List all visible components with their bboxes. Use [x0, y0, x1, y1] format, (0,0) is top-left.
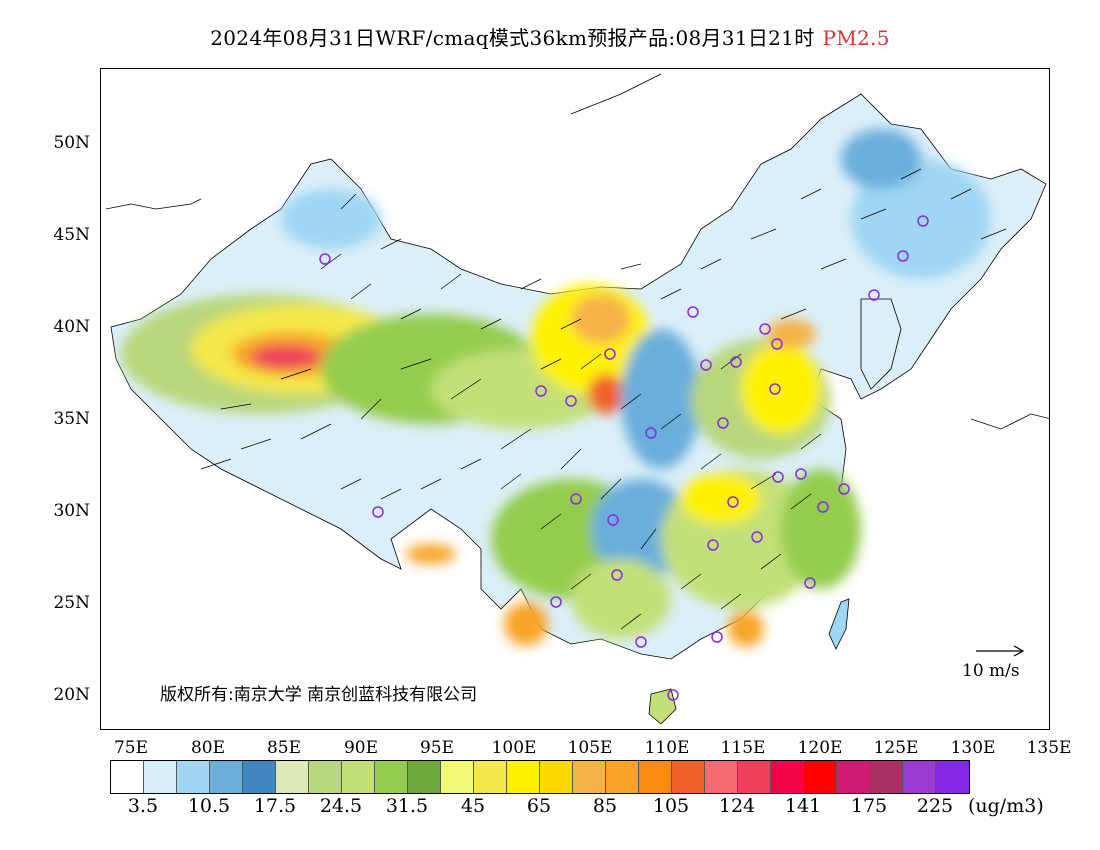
colorbar-swatch	[507, 761, 540, 793]
colorbar-swatch	[210, 761, 243, 793]
station-markers	[319, 215, 929, 701]
lon-label: 120E	[797, 738, 843, 758]
colorbar-label: 175	[850, 795, 888, 817]
colorbar-label: 124	[718, 795, 756, 817]
lon-label: 95E	[419, 738, 455, 758]
colorbar-swatch	[705, 761, 738, 793]
lon-label: 135E	[1026, 738, 1072, 758]
colorbar-swatch	[342, 761, 375, 793]
colorbar-label: 105	[652, 795, 690, 817]
colorbar-swatch	[177, 761, 210, 793]
colorbar-swatch	[639, 761, 672, 793]
lon-label: 80E	[190, 738, 226, 758]
lake-baikal	[570, 73, 662, 115]
lon-label: 105E	[567, 738, 613, 758]
lon-label: 130E	[950, 738, 996, 758]
colorbar-swatch	[276, 761, 309, 793]
colorbar-swatch	[408, 761, 441, 793]
japan-coast	[970, 413, 1049, 430]
colorbar-label: 10.5	[187, 795, 231, 817]
colorbar-swatch	[540, 761, 573, 793]
colorbar-label: 65	[526, 795, 552, 817]
map-title-text: 2024年08月31日WRF/cmaq模式36km预报产品:08月31日21时	[210, 26, 815, 50]
colorbar-swatch	[903, 761, 936, 793]
colorbar-swatch	[375, 761, 408, 793]
wind-vectors	[200, 168, 1007, 630]
colorbar-label: 24.5	[319, 795, 363, 817]
colorbar-swatch	[573, 761, 606, 793]
colorbar-swatch	[936, 761, 969, 793]
map-title: 2024年08月31日WRF/cmaq模式36km预报产品:08月31日21时 P…	[0, 22, 1100, 51]
hainan	[648, 688, 677, 725]
pm25-field	[105, 73, 1049, 725]
lat-label: 45N	[53, 225, 90, 245]
colorbar-swatch	[837, 761, 870, 793]
wind-scale-label: 10 m/s	[962, 661, 1020, 681]
lon-label: 125E	[873, 738, 919, 758]
lat-label: 30N	[53, 501, 90, 521]
colorbar-swatch	[243, 761, 276, 793]
lat-label: 50N	[53, 133, 90, 153]
lat-label: 35N	[53, 409, 90, 429]
lat-label: 40N	[53, 317, 90, 337]
colorbar-units: (ug/m3)	[968, 795, 1044, 817]
colorbar-swatch	[474, 761, 507, 793]
copyright-text: 版权所有:南京大学 南京创蓝科技有限公司	[160, 685, 478, 705]
colorbar-swatch	[738, 761, 771, 793]
taiwan	[828, 598, 850, 650]
colorbar-label: 85	[592, 795, 618, 817]
colorbar-swatch	[804, 761, 837, 793]
lat-label: 20N	[53, 685, 90, 705]
colorbar-label: 31.5	[385, 795, 429, 817]
korea-coast	[860, 298, 902, 390]
colorbar-swatch	[870, 761, 903, 793]
colorbar-label: 141	[784, 795, 822, 817]
lon-label: 90E	[343, 738, 379, 758]
colorbar	[110, 760, 970, 794]
colorbar-swatch	[309, 761, 342, 793]
colorbar-swatch	[672, 761, 705, 793]
caspian-coast	[105, 198, 202, 210]
map-frame	[100, 68, 1050, 730]
colorbar-label: 225	[916, 795, 954, 817]
species-label: PM2.5	[822, 26, 890, 50]
colorbar-swatch	[606, 761, 639, 793]
lon-label: 100E	[491, 738, 537, 758]
lon-label: 85E	[266, 738, 302, 758]
colorbar-label: 3.5	[127, 795, 159, 817]
colorbar-swatch	[144, 761, 177, 793]
lat-label: 25N	[53, 593, 90, 613]
lon-label: 110E	[644, 738, 690, 758]
lon-label: 75E	[113, 738, 149, 758]
colorbar-swatch	[771, 761, 804, 793]
wind-scale-arrow	[976, 645, 1025, 657]
lon-label: 115E	[720, 738, 766, 758]
colorbar-label: 17.5	[253, 795, 297, 817]
colorbar-label: 45	[460, 795, 486, 817]
colorbar-swatch	[111, 761, 144, 793]
colorbar-swatch	[441, 761, 474, 793]
